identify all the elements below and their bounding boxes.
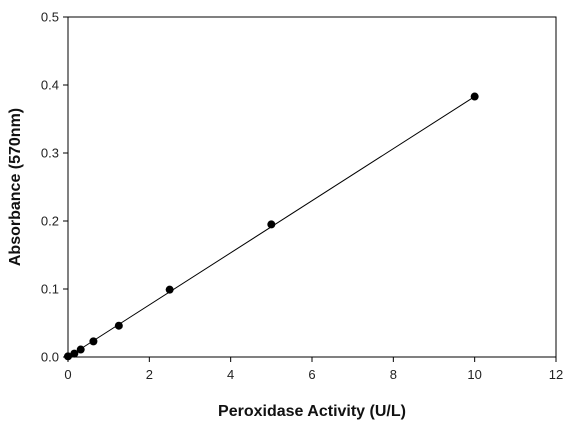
data-point xyxy=(70,349,79,358)
x-axis-title: Peroxidase Activity (U/L) xyxy=(218,403,406,420)
x-axis-ticks: 0 2 4 6 8 10 12 xyxy=(64,357,563,382)
data-points-group xyxy=(64,92,479,361)
x-tick-label: 0 xyxy=(64,367,71,382)
y-tick-label: 0.5 xyxy=(41,10,59,25)
y-tick-label: 0.3 xyxy=(41,146,59,161)
x-tick-label: 4 xyxy=(227,367,234,382)
y-tick-label: 0.1 xyxy=(41,282,59,297)
y-axis-title: Absorbance (570nm) xyxy=(7,108,24,266)
x-tick-label: 6 xyxy=(308,367,315,382)
data-point xyxy=(165,285,174,294)
data-point xyxy=(470,92,479,101)
plot-border xyxy=(67,16,557,358)
x-tick-label: 12 xyxy=(549,367,563,382)
data-point xyxy=(89,337,98,346)
x-tick-label: 10 xyxy=(467,367,481,382)
y-tick-label: 0.0 xyxy=(41,350,59,365)
data-point xyxy=(114,321,123,330)
x-tick-label: 2 xyxy=(146,367,153,382)
y-tick-label: 0.2 xyxy=(41,214,59,229)
data-point xyxy=(267,220,276,229)
x-tick-label: 8 xyxy=(390,367,397,382)
plot-frame xyxy=(67,16,557,358)
y-tick-label: 0.4 xyxy=(41,78,59,93)
data-point xyxy=(76,345,85,354)
data-point xyxy=(64,352,72,361)
y-axis-ticks: 0.0 0.1 0.2 0.3 0.4 0.5 xyxy=(41,10,68,365)
